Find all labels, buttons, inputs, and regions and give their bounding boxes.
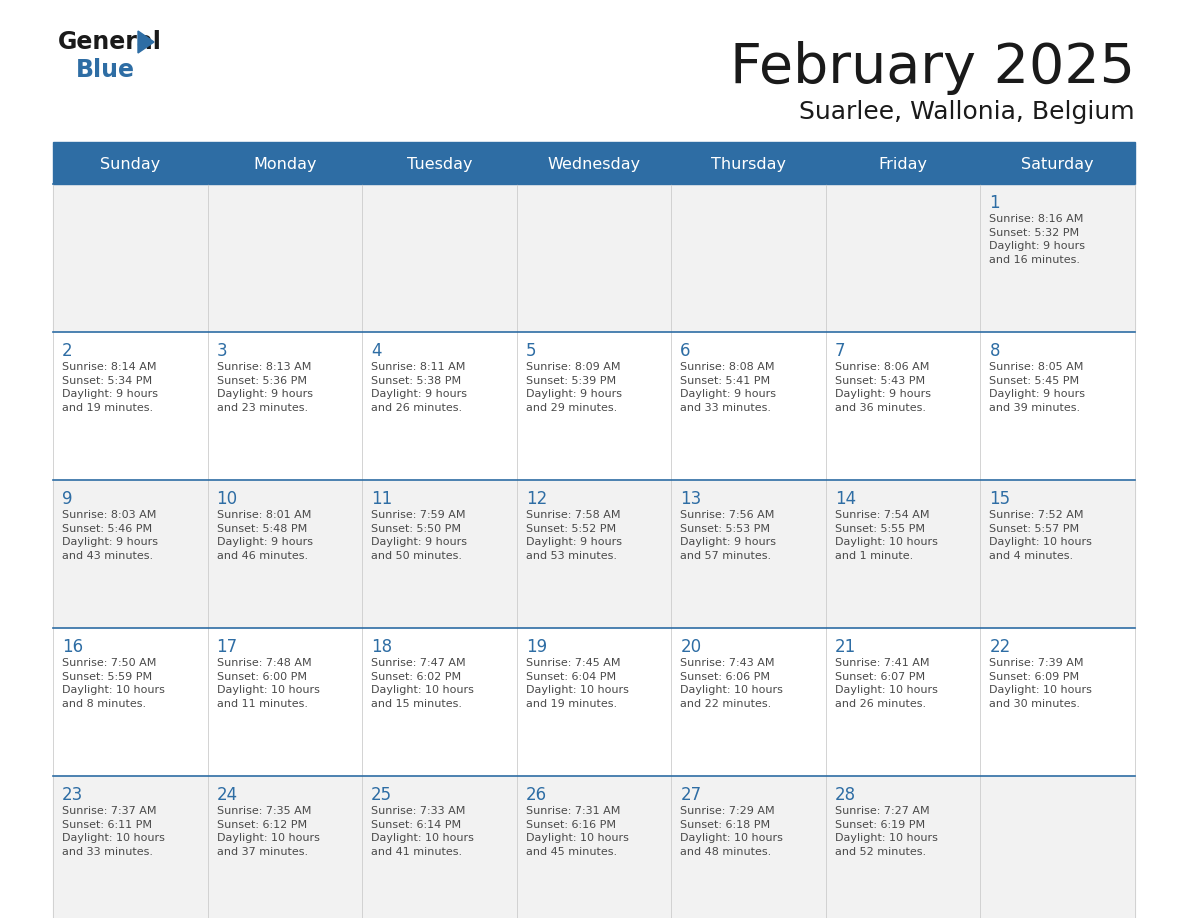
- Text: 11: 11: [371, 490, 392, 508]
- Text: 7: 7: [835, 342, 846, 360]
- Text: 23: 23: [62, 786, 83, 804]
- Text: 17: 17: [216, 638, 238, 656]
- Text: 26: 26: [526, 786, 546, 804]
- Text: Sunrise: 7:52 AM
Sunset: 5:57 PM
Daylight: 10 hours
and 4 minutes.: Sunrise: 7:52 AM Sunset: 5:57 PM Dayligh…: [990, 510, 1092, 561]
- Text: Thursday: Thursday: [712, 158, 786, 173]
- Text: 14: 14: [835, 490, 857, 508]
- Text: 6: 6: [681, 342, 690, 360]
- Text: Sunrise: 7:45 AM
Sunset: 6:04 PM
Daylight: 10 hours
and 19 minutes.: Sunrise: 7:45 AM Sunset: 6:04 PM Dayligh…: [526, 658, 628, 709]
- Text: 2: 2: [62, 342, 72, 360]
- Text: Sunrise: 7:59 AM
Sunset: 5:50 PM
Daylight: 9 hours
and 50 minutes.: Sunrise: 7:59 AM Sunset: 5:50 PM Dayligh…: [371, 510, 467, 561]
- Text: Sunrise: 8:08 AM
Sunset: 5:41 PM
Daylight: 9 hours
and 33 minutes.: Sunrise: 8:08 AM Sunset: 5:41 PM Dayligh…: [681, 362, 776, 413]
- Bar: [53, 142, 1135, 146]
- Text: Sunrise: 7:54 AM
Sunset: 5:55 PM
Daylight: 10 hours
and 1 minute.: Sunrise: 7:54 AM Sunset: 5:55 PM Dayligh…: [835, 510, 937, 561]
- Text: Sunrise: 7:37 AM
Sunset: 6:11 PM
Daylight: 10 hours
and 33 minutes.: Sunrise: 7:37 AM Sunset: 6:11 PM Dayligh…: [62, 806, 165, 856]
- Text: General: General: [58, 30, 162, 54]
- Text: Sunrise: 8:09 AM
Sunset: 5:39 PM
Daylight: 9 hours
and 29 minutes.: Sunrise: 8:09 AM Sunset: 5:39 PM Dayligh…: [526, 362, 621, 413]
- Text: Sunrise: 8:13 AM
Sunset: 5:36 PM
Daylight: 9 hours
and 23 minutes.: Sunrise: 8:13 AM Sunset: 5:36 PM Dayligh…: [216, 362, 312, 413]
- Text: Sunrise: 7:39 AM
Sunset: 6:09 PM
Daylight: 10 hours
and 30 minutes.: Sunrise: 7:39 AM Sunset: 6:09 PM Dayligh…: [990, 658, 1092, 709]
- Bar: [53, 776, 1135, 918]
- Text: 13: 13: [681, 490, 702, 508]
- Text: Sunrise: 7:56 AM
Sunset: 5:53 PM
Daylight: 9 hours
and 57 minutes.: Sunrise: 7:56 AM Sunset: 5:53 PM Dayligh…: [681, 510, 776, 561]
- Text: 28: 28: [835, 786, 857, 804]
- Bar: [53, 628, 1135, 776]
- Text: 5: 5: [526, 342, 536, 360]
- Text: Sunrise: 8:14 AM
Sunset: 5:34 PM
Daylight: 9 hours
and 19 minutes.: Sunrise: 8:14 AM Sunset: 5:34 PM Dayligh…: [62, 362, 158, 413]
- Text: Friday: Friday: [879, 158, 928, 173]
- Text: Sunrise: 8:16 AM
Sunset: 5:32 PM
Daylight: 9 hours
and 16 minutes.: Sunrise: 8:16 AM Sunset: 5:32 PM Dayligh…: [990, 214, 1086, 264]
- Text: 4: 4: [371, 342, 381, 360]
- Text: 22: 22: [990, 638, 1011, 656]
- Text: 24: 24: [216, 786, 238, 804]
- Text: Sunrise: 7:48 AM
Sunset: 6:00 PM
Daylight: 10 hours
and 11 minutes.: Sunrise: 7:48 AM Sunset: 6:00 PM Dayligh…: [216, 658, 320, 709]
- Text: February 2025: February 2025: [729, 41, 1135, 95]
- Text: 20: 20: [681, 638, 701, 656]
- Text: 19: 19: [526, 638, 546, 656]
- Text: Blue: Blue: [76, 58, 135, 82]
- Text: Sunrise: 7:43 AM
Sunset: 6:06 PM
Daylight: 10 hours
and 22 minutes.: Sunrise: 7:43 AM Sunset: 6:06 PM Dayligh…: [681, 658, 783, 709]
- Text: 25: 25: [371, 786, 392, 804]
- Text: Sunrise: 7:27 AM
Sunset: 6:19 PM
Daylight: 10 hours
and 52 minutes.: Sunrise: 7:27 AM Sunset: 6:19 PM Dayligh…: [835, 806, 937, 856]
- Text: 27: 27: [681, 786, 701, 804]
- Text: Saturday: Saturday: [1022, 158, 1094, 173]
- Text: Sunrise: 7:50 AM
Sunset: 5:59 PM
Daylight: 10 hours
and 8 minutes.: Sunrise: 7:50 AM Sunset: 5:59 PM Dayligh…: [62, 658, 165, 709]
- Text: 21: 21: [835, 638, 857, 656]
- Text: Sunrise: 7:35 AM
Sunset: 6:12 PM
Daylight: 10 hours
and 37 minutes.: Sunrise: 7:35 AM Sunset: 6:12 PM Dayligh…: [216, 806, 320, 856]
- Text: Sunrise: 7:33 AM
Sunset: 6:14 PM
Daylight: 10 hours
and 41 minutes.: Sunrise: 7:33 AM Sunset: 6:14 PM Dayligh…: [371, 806, 474, 856]
- Text: Wednesday: Wednesday: [548, 158, 640, 173]
- Bar: [53, 146, 1135, 184]
- Text: Sunrise: 8:05 AM
Sunset: 5:45 PM
Daylight: 9 hours
and 39 minutes.: Sunrise: 8:05 AM Sunset: 5:45 PM Dayligh…: [990, 362, 1086, 413]
- Text: Monday: Monday: [253, 158, 317, 173]
- Text: Sunrise: 8:01 AM
Sunset: 5:48 PM
Daylight: 9 hours
and 46 minutes.: Sunrise: 8:01 AM Sunset: 5:48 PM Dayligh…: [216, 510, 312, 561]
- Text: Tuesday: Tuesday: [406, 158, 472, 173]
- Text: Sunday: Sunday: [100, 158, 160, 173]
- Text: Suarlee, Wallonia, Belgium: Suarlee, Wallonia, Belgium: [800, 100, 1135, 124]
- Text: Sunrise: 7:47 AM
Sunset: 6:02 PM
Daylight: 10 hours
and 15 minutes.: Sunrise: 7:47 AM Sunset: 6:02 PM Dayligh…: [371, 658, 474, 709]
- Text: 18: 18: [371, 638, 392, 656]
- Text: 10: 10: [216, 490, 238, 508]
- Text: 12: 12: [526, 490, 546, 508]
- Text: 1: 1: [990, 194, 1000, 212]
- Text: Sunrise: 8:06 AM
Sunset: 5:43 PM
Daylight: 9 hours
and 36 minutes.: Sunrise: 8:06 AM Sunset: 5:43 PM Dayligh…: [835, 362, 931, 413]
- Text: 9: 9: [62, 490, 72, 508]
- Text: 15: 15: [990, 490, 1011, 508]
- Polygon shape: [138, 31, 154, 53]
- Text: Sunrise: 7:29 AM
Sunset: 6:18 PM
Daylight: 10 hours
and 48 minutes.: Sunrise: 7:29 AM Sunset: 6:18 PM Dayligh…: [681, 806, 783, 856]
- Text: Sunrise: 8:03 AM
Sunset: 5:46 PM
Daylight: 9 hours
and 43 minutes.: Sunrise: 8:03 AM Sunset: 5:46 PM Dayligh…: [62, 510, 158, 561]
- Bar: [53, 480, 1135, 628]
- Bar: [53, 184, 1135, 332]
- Text: Sunrise: 7:58 AM
Sunset: 5:52 PM
Daylight: 9 hours
and 53 minutes.: Sunrise: 7:58 AM Sunset: 5:52 PM Dayligh…: [526, 510, 621, 561]
- Text: Sunrise: 8:11 AM
Sunset: 5:38 PM
Daylight: 9 hours
and 26 minutes.: Sunrise: 8:11 AM Sunset: 5:38 PM Dayligh…: [371, 362, 467, 413]
- Text: 16: 16: [62, 638, 83, 656]
- Text: 8: 8: [990, 342, 1000, 360]
- Text: Sunrise: 7:31 AM
Sunset: 6:16 PM
Daylight: 10 hours
and 45 minutes.: Sunrise: 7:31 AM Sunset: 6:16 PM Dayligh…: [526, 806, 628, 856]
- Text: 3: 3: [216, 342, 227, 360]
- Bar: [53, 332, 1135, 480]
- Text: Sunrise: 7:41 AM
Sunset: 6:07 PM
Daylight: 10 hours
and 26 minutes.: Sunrise: 7:41 AM Sunset: 6:07 PM Dayligh…: [835, 658, 937, 709]
